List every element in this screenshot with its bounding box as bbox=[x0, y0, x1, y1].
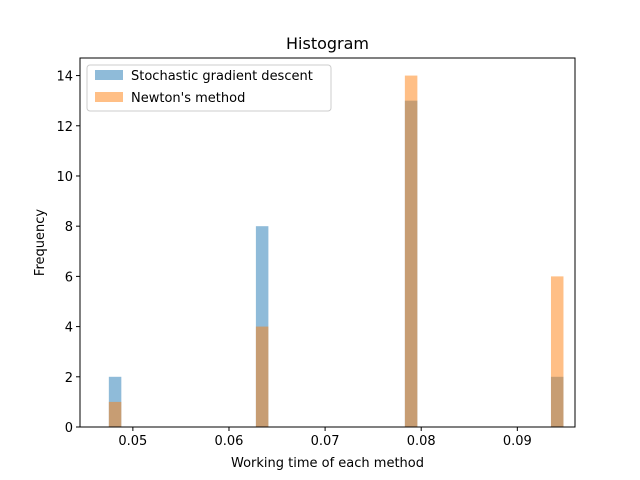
bar-newton-3 bbox=[550, 276, 564, 427]
x-tick-label: 0.05 bbox=[118, 434, 147, 449]
bars-group bbox=[108, 75, 564, 428]
chart-title: Histogram bbox=[286, 34, 369, 53]
y-tick-label: 14 bbox=[56, 70, 73, 85]
x-tick-label: 0.08 bbox=[407, 434, 436, 449]
y-tick-label: 0 bbox=[65, 421, 73, 436]
bar-newton-0 bbox=[108, 401, 122, 427]
y-tick-label: 10 bbox=[56, 170, 73, 185]
bar-newton-1 bbox=[255, 326, 269, 427]
legend: Stochastic gradient descent Newton's met… bbox=[86, 64, 332, 112]
legend-frame bbox=[86, 64, 332, 112]
plot-frame bbox=[79, 57, 576, 428]
legend-label-newton: Newton's method bbox=[131, 91, 245, 106]
y-axis-label: Frequency bbox=[33, 209, 48, 276]
y-tick-label: 2 bbox=[65, 371, 73, 386]
x-axis-ticks: 0.05 0.06 0.07 0.08 0.09 bbox=[118, 427, 532, 449]
legend-swatch-sgd bbox=[95, 70, 123, 80]
y-tick-label: 8 bbox=[65, 220, 73, 235]
x-tick-label: 0.07 bbox=[311, 434, 340, 449]
legend-label-sgd: Stochastic gradient descent bbox=[131, 69, 313, 84]
bar-newton-2 bbox=[404, 75, 418, 428]
y-axis-ticks: 0 2 4 6 8 10 12 14 bbox=[56, 70, 80, 436]
y-tick-label: 4 bbox=[65, 321, 73, 336]
y-tick-label: 6 bbox=[65, 270, 73, 285]
y-tick-label: 12 bbox=[56, 120, 73, 135]
x-tick-label: 0.06 bbox=[215, 434, 244, 449]
x-tick-label: 0.09 bbox=[503, 434, 532, 449]
legend-swatch-newton bbox=[95, 92, 123, 102]
x-axis-label: Working time of each method bbox=[231, 456, 424, 471]
